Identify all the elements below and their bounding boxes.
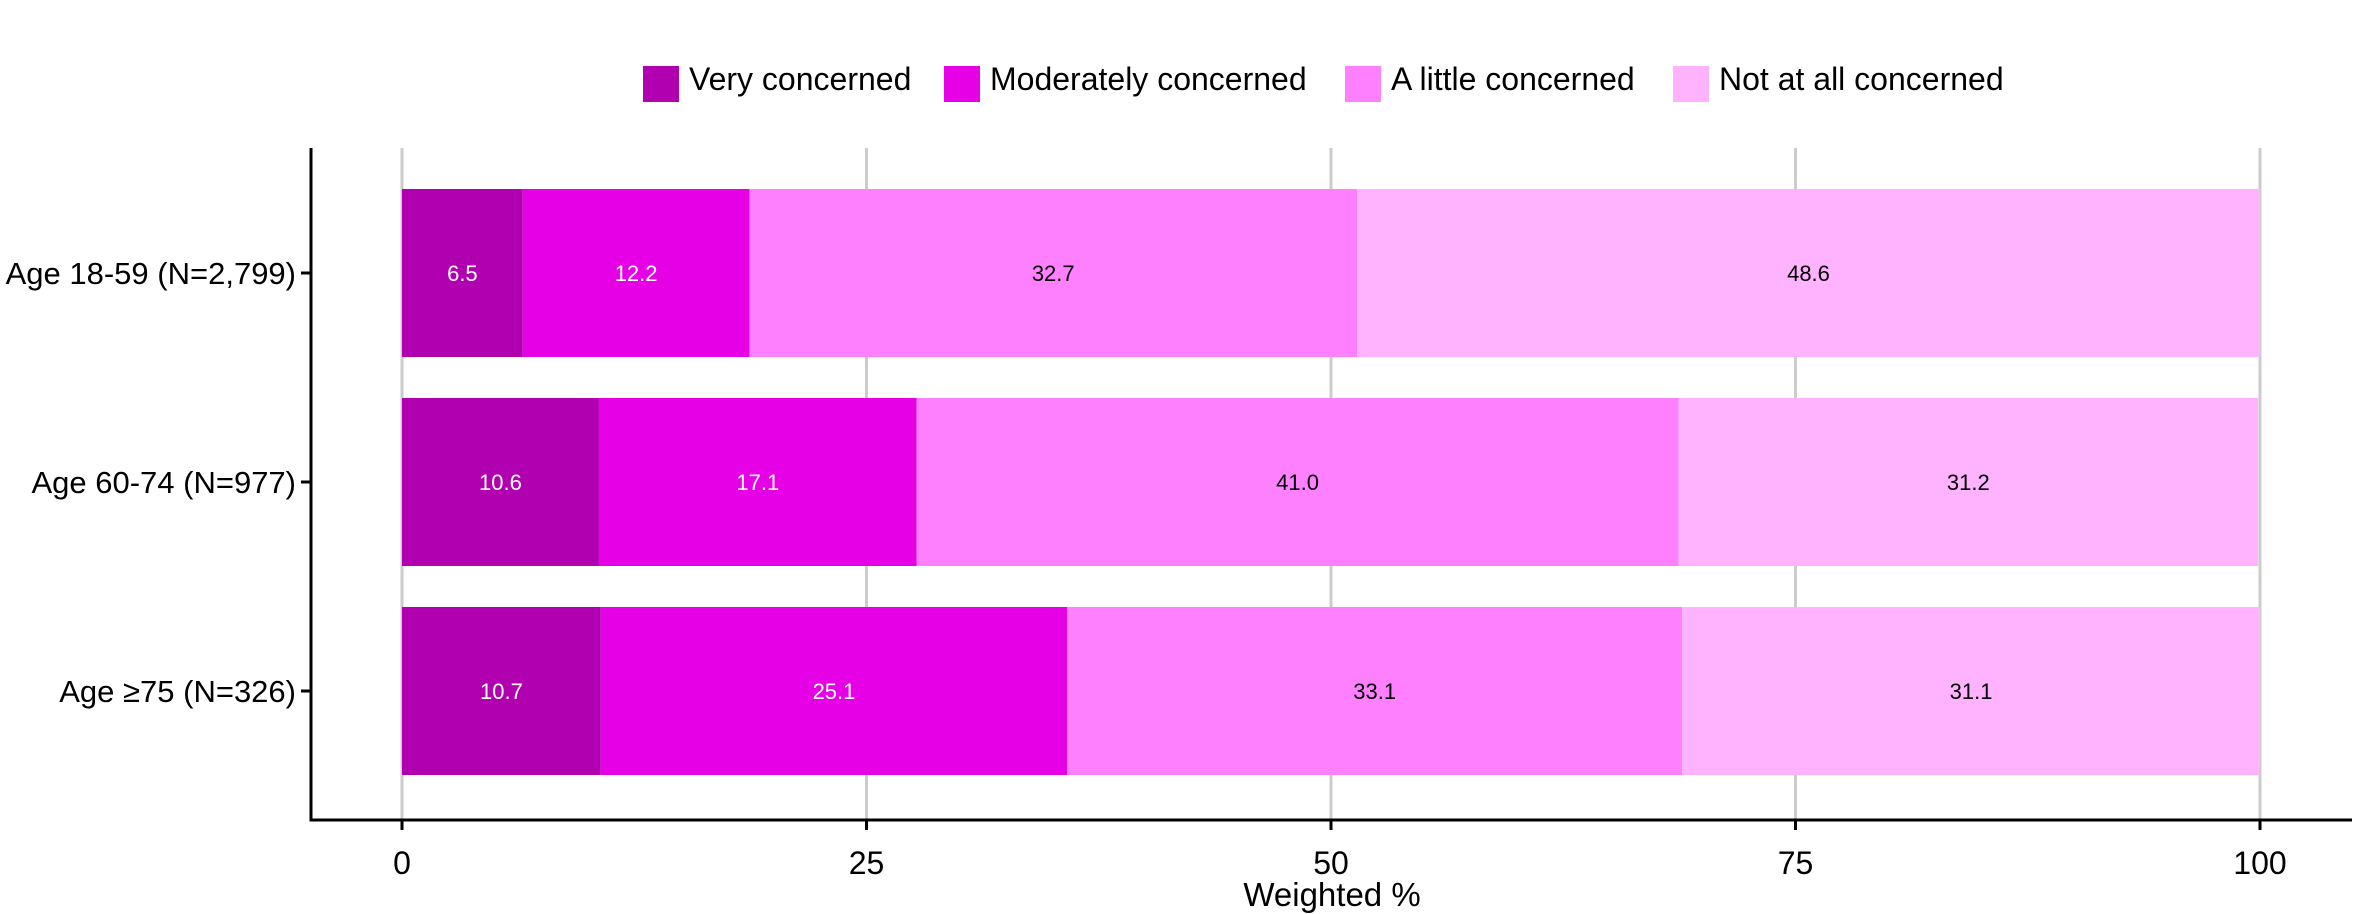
- bar-segment-1-0: [402, 398, 599, 566]
- bar-segment-0-2: [749, 189, 1358, 357]
- data-label-1-1: 17.1: [736, 470, 779, 495]
- bar-segment-0-0: [402, 189, 523, 357]
- legend-label-2: A little concerned: [1391, 61, 1635, 97]
- legend-swatch-1: [944, 66, 980, 102]
- data-label-2-1: 25.1: [813, 679, 856, 704]
- x-tick-label-3: 75: [1778, 845, 1814, 881]
- bar-segment-2-1: [600, 607, 1068, 775]
- data-label-1-2: 41.0: [1276, 470, 1319, 495]
- data-label-1-3: 31.2: [1947, 470, 1990, 495]
- bars: 6.5 12.2 32.7 48.6 10.6 17.1 41.0 31.2 10.7 25.1 3…: [402, 189, 2260, 775]
- category-label-0: Age 18-59 (N=2,799): [6, 256, 296, 291]
- legend-swatch-0: [643, 66, 679, 102]
- x-tick-label-1: 25: [849, 845, 885, 881]
- bar-segment-1-3: [1678, 398, 2259, 566]
- x-tick-label-0: 0: [393, 845, 411, 881]
- data-label-2-2: 33.1: [1353, 679, 1396, 704]
- bar-segment-1-1: [598, 398, 917, 566]
- x-tick-label-2: 50: [1313, 845, 1349, 881]
- data-label-2-0: 10.7: [480, 679, 523, 704]
- legend: Very concerned Moderately concerned A litt…: [643, 61, 2004, 102]
- data-label-0-1: 12.2: [615, 261, 658, 286]
- data-label-0-0: 6.5: [447, 261, 478, 286]
- data-label-0-2: 32.7: [1032, 261, 1075, 286]
- data-label-2-3: 31.1: [1950, 679, 1993, 704]
- bar-segment-2-2: [1067, 607, 1683, 775]
- bar-segment-1-2: [916, 398, 1679, 566]
- x-tick-label-4: 100: [2233, 845, 2286, 881]
- x-axis-title: Weighted %: [1243, 876, 1420, 913]
- bar-segment-0-1: [522, 189, 750, 357]
- legend-label-1: Moderately concerned: [990, 61, 1307, 97]
- data-label-1-0: 10.6: [479, 470, 522, 495]
- axes: 0 25 50 75 100 Age 18-59 (N=2,799) Age 60-74 (…: [6, 148, 2352, 881]
- category-label-1: Age 60-74 (N=977): [31, 465, 296, 500]
- legend-label-3: Not at all concerned: [1719, 61, 2004, 97]
- data-label-0-3: 48.6: [1787, 261, 1830, 286]
- legend-swatch-2: [1345, 66, 1381, 102]
- category-label-2: Age ≥75 (N=326): [59, 674, 296, 709]
- legend-swatch-3: [1673, 66, 1709, 102]
- legend-label-0: Very concerned: [689, 61, 911, 97]
- bar-segment-2-0: [402, 607, 601, 775]
- bar-segment-2-3: [1682, 607, 2260, 775]
- bar-segment-0-3: [1357, 189, 2260, 357]
